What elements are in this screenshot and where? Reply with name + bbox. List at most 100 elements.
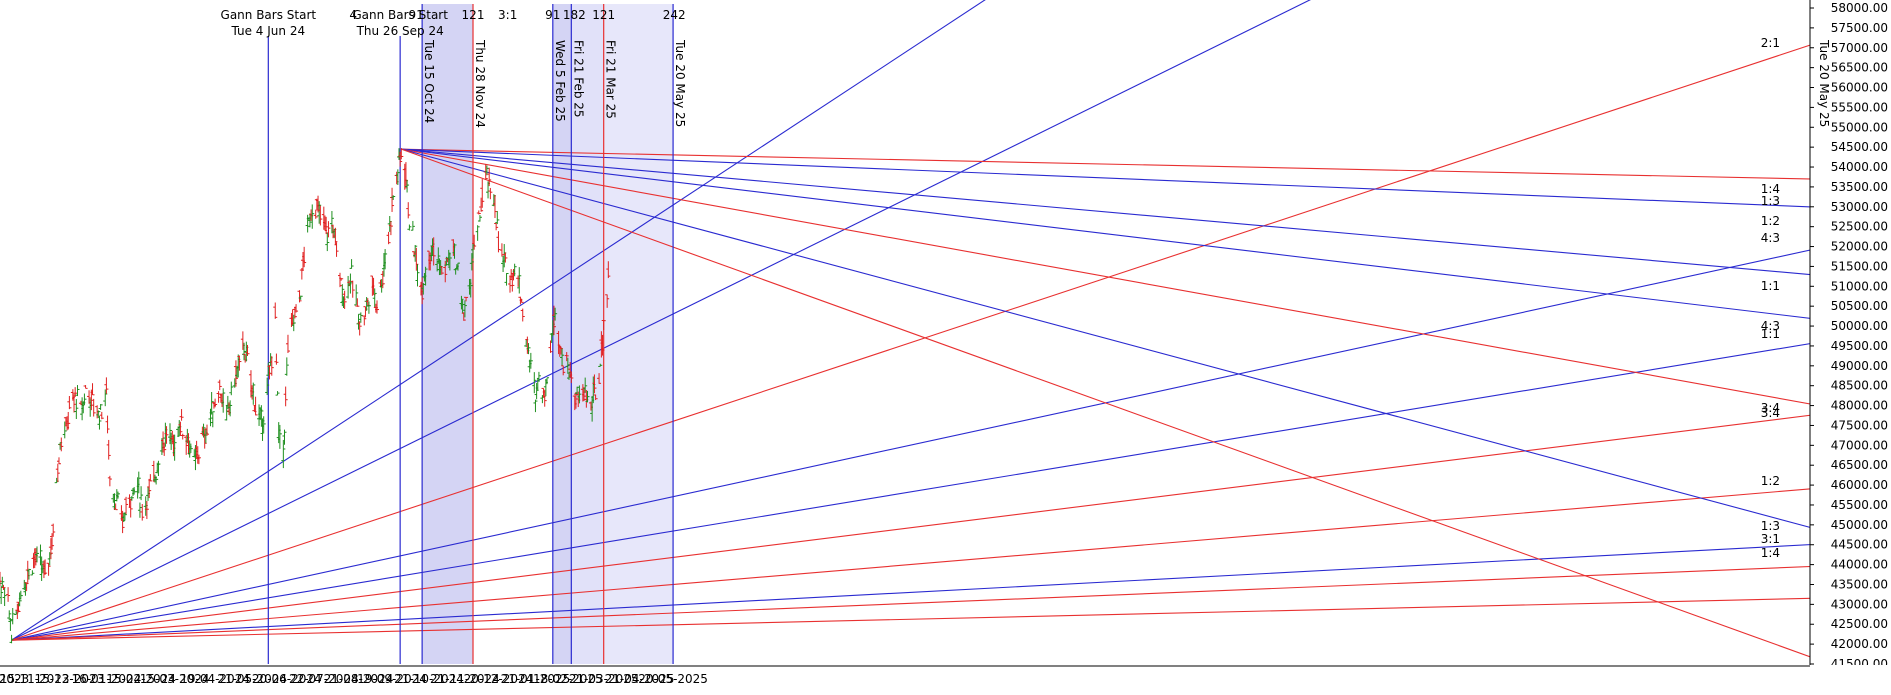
ohlc-bars [0,148,611,644]
y-tick-label: 43500.00 [1831,577,1888,591]
x-axis: 202315-11-202315-12-202316-01-202415-02-… [0,665,1891,691]
x-tick-label: 19-04-2024 [180,672,250,686]
y-tick-label: 51500.00 [1831,259,1888,273]
vertical-marker-label: Fri 21 Feb 25 [571,40,585,118]
y-tick-label: 56000.00 [1831,81,1888,95]
x-tick-label: 21-04-2025 [605,672,675,686]
fan-ratio-label: 3:4 [1761,401,1780,415]
top-count-label: 121 [592,8,615,22]
gann-bars-start-date: Tue 4 Jun 24 [231,24,306,38]
x-tick-label: 21-10-2024 [394,672,464,686]
gann-bars-start-date: Thu 26 Sep 24 [356,24,444,38]
x-tick-label: 2023 [0,672,29,686]
gann-bars-start-title: Gann Bars Start [221,8,317,22]
y-tick-label: 57500.00 [1831,21,1888,35]
y-tick-label: 42000.00 [1831,637,1888,651]
fan-ratio-label: 1:2 [1761,214,1780,228]
fan-ratio-label: 1:4 [1761,546,1780,560]
vertical-marker-label: Tue 20 May 25 [1817,39,1831,127]
x-tick-label: 19-09-2024 [357,672,427,686]
x-tick-label: 21-03-2025 [569,672,639,686]
y-tick-label: 48000.00 [1831,399,1888,413]
gann-fan-line [11,542,1839,641]
y-tick-label: 44000.00 [1831,558,1888,572]
vertical-marker-label: Tue 15 Oct 24 [422,39,436,123]
y-tick-label: 53000.00 [1831,200,1888,214]
fan-ratio-label: 1:1 [1761,279,1780,293]
gann-fan-line [401,148,1839,410]
y-axis-background [1810,0,1891,691]
gann-fan-line [11,338,1839,641]
x-tick-label: 21-01-2025 [501,672,571,686]
gann-fan-line [11,597,1839,641]
x-tick-label: 22-07-2024 [289,672,359,686]
y-tick-label: 56500.00 [1831,61,1888,75]
fan-ratio-label: 1:3 [1761,194,1780,208]
x-tick-label: 21-11-2024 [430,672,500,686]
vertical-marker-label: Fri 21 Mar 25 [604,40,618,119]
y-tick-label: 43000.00 [1831,597,1888,611]
gann-fan-line [11,243,1839,641]
gann-zone-shade [603,4,674,664]
y-tick-label: 58000.00 [1831,1,1888,15]
top-count-label: 121 [462,8,485,22]
gann-fan-line [401,148,1839,181]
y-tick-label: 51000.00 [1831,279,1888,293]
x-tick-label: 20-06-2024 [252,672,322,686]
fan-ratio-label: 3:4 [1761,406,1780,420]
y-tick-label: 48500.00 [1831,379,1888,393]
fan-ratio-label: 4:3 [1761,319,1780,333]
y-tick-label: 50500.00 [1831,299,1888,313]
x-tick-label: 15-03-2024 [140,672,210,686]
x-tick-label: 21-05-2024 [217,672,287,686]
vertical-marker-label: Wed 5 Feb 25 [553,40,567,122]
y-tick-label: 47500.00 [1831,418,1888,432]
x-tick-label: 16-01-2024 [72,672,142,686]
y-tick-label: 57000.00 [1831,41,1888,55]
x-tick-label: 20-12-2024 [464,672,534,686]
top-count-label: 4 [349,8,357,22]
gann-fan-line [11,485,1839,641]
y-tick-label: 42500.00 [1831,617,1888,631]
y-tick-label: 46000.00 [1831,478,1888,492]
y-tick-label: 54000.00 [1831,160,1888,174]
gann-fan-line [11,0,986,641]
gann-zone-shade [571,4,604,664]
gann-fan-line [11,411,1839,641]
gann-fan-lines [11,0,1839,668]
x-axis-background [0,665,1891,691]
x-tick-label: 15-02-2024 [106,672,176,686]
gann-bars-start-title: Gann Bars Start [352,8,448,22]
x-tick-label: 15-11-2023 [0,672,70,686]
x-tick-label: 21-08-2024 [324,672,394,686]
y-tick-label: 45500.00 [1831,498,1888,512]
y-tick-label: 49500.00 [1831,339,1888,353]
top-count-label: 242 [663,8,686,22]
gann-fan-line [11,0,1311,641]
fan-ratio-label: 1:4 [1761,182,1780,196]
y-tick-label: 54500.00 [1831,140,1888,154]
y-tick-label: 52500.00 [1831,220,1888,234]
top-count-label: 182 [563,8,586,22]
fan-ratio-label: 3:1 [1761,532,1780,546]
gann-fan-line [401,148,1839,278]
y-axis: 41500.0042000.0042500.0043000.0043500.00… [1809,0,1891,691]
fan-ratio-label: 1:2 [1761,474,1780,488]
vertical-marker-label: Thu 28 Nov 24 [473,39,487,128]
top-count-label: 91 [545,8,560,22]
fan-ratio-label: 1:3 [1761,519,1780,533]
y-tick-label: 55000.00 [1831,120,1888,134]
y-tick-label: 44500.00 [1831,538,1888,552]
y-tick-label: 47000.00 [1831,438,1888,452]
x-tick-label: 18-02-2025 [533,672,603,686]
fan-ratio-label: 4:3 [1761,231,1780,245]
y-tick-label: 45000.00 [1831,518,1888,532]
gann-fan-line [401,148,1839,209]
vertical-marker-label: Tue 20 May 25 [673,39,687,127]
gann-zone-shade [422,4,474,664]
gann-fan-line [401,148,1839,323]
y-tick-label: 46500.00 [1831,458,1888,472]
top-count-label: 3:1 [498,8,517,22]
